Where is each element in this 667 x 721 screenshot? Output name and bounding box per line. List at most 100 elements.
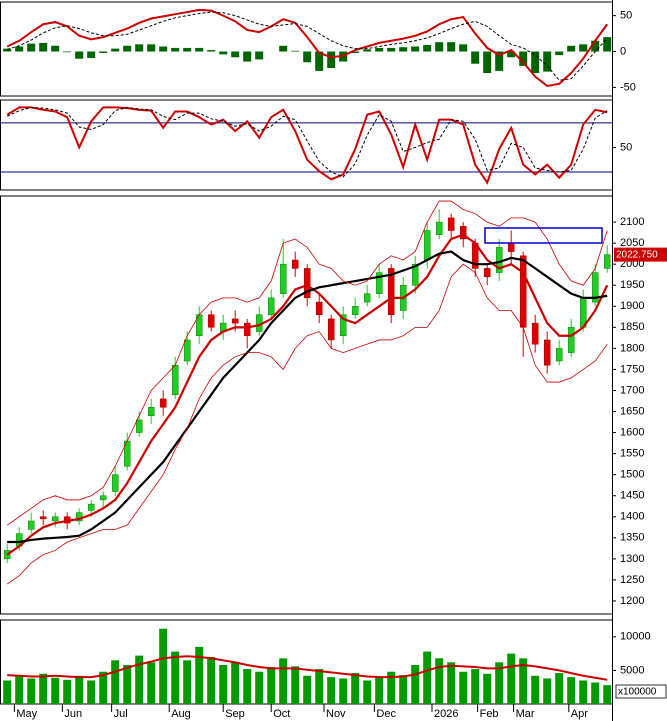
y-tick-label: 1450 (620, 490, 644, 502)
volume-bar (399, 675, 408, 704)
histogram-bar (75, 51, 84, 59)
candle-body (135, 419, 143, 433)
candle-body (147, 407, 155, 416)
y-tick-label: 1200 (620, 595, 644, 607)
candle-body (39, 516, 47, 520)
unit-label: x100000 (618, 687, 657, 698)
volume-bar (411, 665, 420, 704)
volume-bar (363, 680, 372, 704)
y-tick-label: 0 (620, 45, 626, 57)
histogram-bar (555, 51, 564, 56)
indicator-line (6, 106, 608, 185)
candle-body (183, 339, 191, 362)
volume-bar (15, 675, 24, 704)
candle-body (327, 318, 335, 341)
volume-bar (267, 667, 276, 704)
volume-bar (87, 680, 96, 704)
last-price-box (614, 247, 667, 262)
x-tick-label: Aug (171, 708, 191, 720)
histogram-bar (51, 45, 60, 52)
histogram-bar (459, 44, 468, 52)
histogram-bar (579, 44, 588, 52)
volume-bar (591, 682, 600, 704)
volume-bar (339, 678, 348, 704)
histogram-bar (63, 51, 72, 53)
candle-body (291, 259, 299, 269)
histogram-bar (219, 51, 228, 55)
histogram-bar (567, 45, 576, 52)
histogram-bar (591, 40, 600, 52)
y-tick-label: 1750 (620, 363, 644, 375)
candle-body (231, 318, 239, 324)
candle-body (507, 242, 515, 252)
y-tick-label: 1250 (620, 574, 644, 586)
histogram-bar (399, 47, 408, 52)
histogram-bar (123, 45, 132, 52)
candle-body (447, 217, 455, 231)
candle-body (423, 230, 431, 261)
y-tick-label: 2050 (620, 237, 644, 249)
x-tick-label: 2026 (434, 708, 458, 720)
volume-bar (111, 660, 120, 704)
volume-bar (375, 677, 384, 704)
volume-bar (459, 671, 468, 704)
histogram-bar (231, 51, 240, 58)
volume-bar (303, 675, 312, 704)
histogram-bar (375, 47, 384, 52)
x-tick-label: Jul (114, 708, 128, 720)
volume-bar (471, 669, 480, 704)
x-tick-label: Apr (571, 708, 588, 720)
histogram-bar (99, 51, 108, 53)
x-tick-label: May (16, 708, 37, 720)
volume-bar (63, 679, 72, 704)
unit-box (615, 684, 667, 699)
indicator-line (6, 233, 609, 556)
volume-bar (183, 660, 192, 704)
histogram-bar (3, 48, 12, 52)
volume-bar (555, 673, 564, 704)
volume-bar (159, 628, 168, 704)
candle-body (243, 322, 251, 337)
histogram-bar (15, 46, 24, 52)
x-tick-label: Oct (273, 708, 290, 720)
histogram-bar (255, 51, 264, 60)
volume-bar (579, 680, 588, 704)
candle-body (99, 495, 107, 501)
y-tick-label: 1300 (620, 553, 644, 565)
indicator-line (6, 106, 608, 178)
y-tick-label: 1550 (620, 448, 644, 460)
histogram-bar (423, 45, 432, 52)
candle-body (603, 254, 611, 269)
x-tick-label: Mar (516, 708, 535, 720)
y-tick-label: 50 (620, 10, 632, 22)
volume-bar (447, 662, 456, 704)
histogram-bar (363, 49, 372, 52)
histogram-bar (195, 47, 204, 52)
volume-bar (231, 662, 240, 704)
y-tick-label: 1950 (620, 279, 644, 291)
volume-bar (255, 671, 264, 704)
y-tick-label: 50 (620, 141, 632, 153)
candle-body (315, 301, 323, 315)
candle-body (351, 306, 359, 315)
histogram-bar (291, 50, 300, 52)
histogram-bar (447, 42, 456, 52)
histogram-bar (135, 44, 144, 52)
candle-body (435, 221, 443, 235)
volume-bar (51, 677, 60, 704)
volume-bar (495, 662, 504, 704)
volume-bar (207, 656, 216, 704)
histogram-bar (207, 50, 216, 52)
y-tick-label: 5000 (620, 664, 644, 676)
y-tick-label: 1700 (620, 384, 644, 396)
histogram-bar (483, 51, 492, 74)
candle-body (375, 272, 383, 294)
y-tick-label: 1600 (620, 426, 644, 438)
volume-bar (243, 669, 252, 704)
candle-body (387, 268, 395, 315)
volume-bar (195, 646, 204, 704)
candle-body (207, 314, 215, 328)
volume-bar (567, 677, 576, 704)
candle-body (411, 263, 419, 286)
